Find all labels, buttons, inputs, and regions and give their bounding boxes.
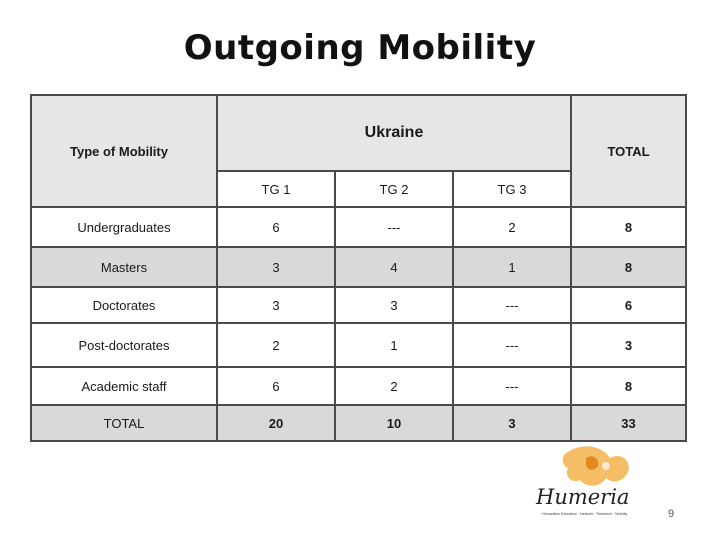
group-header-tg2: TG 2 <box>334 170 454 208</box>
slide-title: Outgoing Mobility <box>183 28 537 68</box>
row-total: 3 <box>570 322 687 368</box>
logo-wordmark: Humeria <box>535 485 629 509</box>
cell-value: --- <box>452 286 572 324</box>
cell-value: 2 <box>334 366 454 406</box>
table-row-total: TOTAL 20 10 3 33 <box>30 404 687 442</box>
cell-value: --- <box>452 366 572 406</box>
cell-value: 3 <box>452 404 572 442</box>
cell-value: 6 <box>216 206 336 248</box>
table-row: Doctorates 3 3 --- 6 <box>30 286 687 324</box>
country-header: Ukraine <box>216 94 572 172</box>
cell-value: 20 <box>216 404 336 442</box>
table-row: Undergraduates 6 --- 2 8 <box>30 206 687 248</box>
row-total: 6 <box>570 286 687 324</box>
cell-value: 2 <box>452 206 572 248</box>
cell-value: 3 <box>216 246 336 288</box>
cell-value: 6 <box>216 366 336 406</box>
type-of-mobility-header: Type of Mobility <box>30 94 218 208</box>
cell-value: 10 <box>334 404 454 442</box>
table-row: Masters 3 4 1 8 <box>30 246 687 288</box>
cell-value: 4 <box>334 246 454 288</box>
row-label: Post-doctorates <box>30 322 218 368</box>
row-label: Academic staff <box>30 366 218 406</box>
row-total: 33 <box>570 404 687 442</box>
humeria-logo: Humeria Humanities Education · Network ·… <box>535 446 629 516</box>
cell-value: 3 <box>216 286 336 324</box>
cell-value: 2 <box>216 322 336 368</box>
total-header: TOTAL <box>570 94 687 208</box>
row-total: 8 <box>570 206 687 248</box>
page-number: 9 <box>668 508 675 520</box>
row-label: Doctorates <box>30 286 218 324</box>
cell-value: 1 <box>334 322 454 368</box>
group-header-tg1: TG 1 <box>216 170 336 208</box>
row-total: 8 <box>570 246 687 288</box>
cell-value: 1 <box>452 246 572 288</box>
table-row: Academic staff 6 2 --- 8 <box>30 366 687 406</box>
row-label: Undergraduates <box>30 206 218 248</box>
row-label: TOTAL <box>30 404 218 442</box>
row-label: Masters <box>30 246 218 288</box>
cell-value: --- <box>452 322 572 368</box>
group-header-tg3: TG 3 <box>452 170 572 208</box>
row-total: 8 <box>570 366 687 406</box>
mobility-table: Type of Mobility Ukraine TOTAL TG 1 TG 2… <box>30 94 687 442</box>
cell-value: 3 <box>334 286 454 324</box>
butterfly-dot-icon <box>602 462 610 470</box>
logo-tagline: Humanities Education · Network · Researc… <box>542 512 627 516</box>
cell-value: --- <box>334 206 454 248</box>
butterfly-spot-icon <box>586 456 599 470</box>
table-row: Post-doctorates 2 1 --- 3 <box>30 322 687 368</box>
